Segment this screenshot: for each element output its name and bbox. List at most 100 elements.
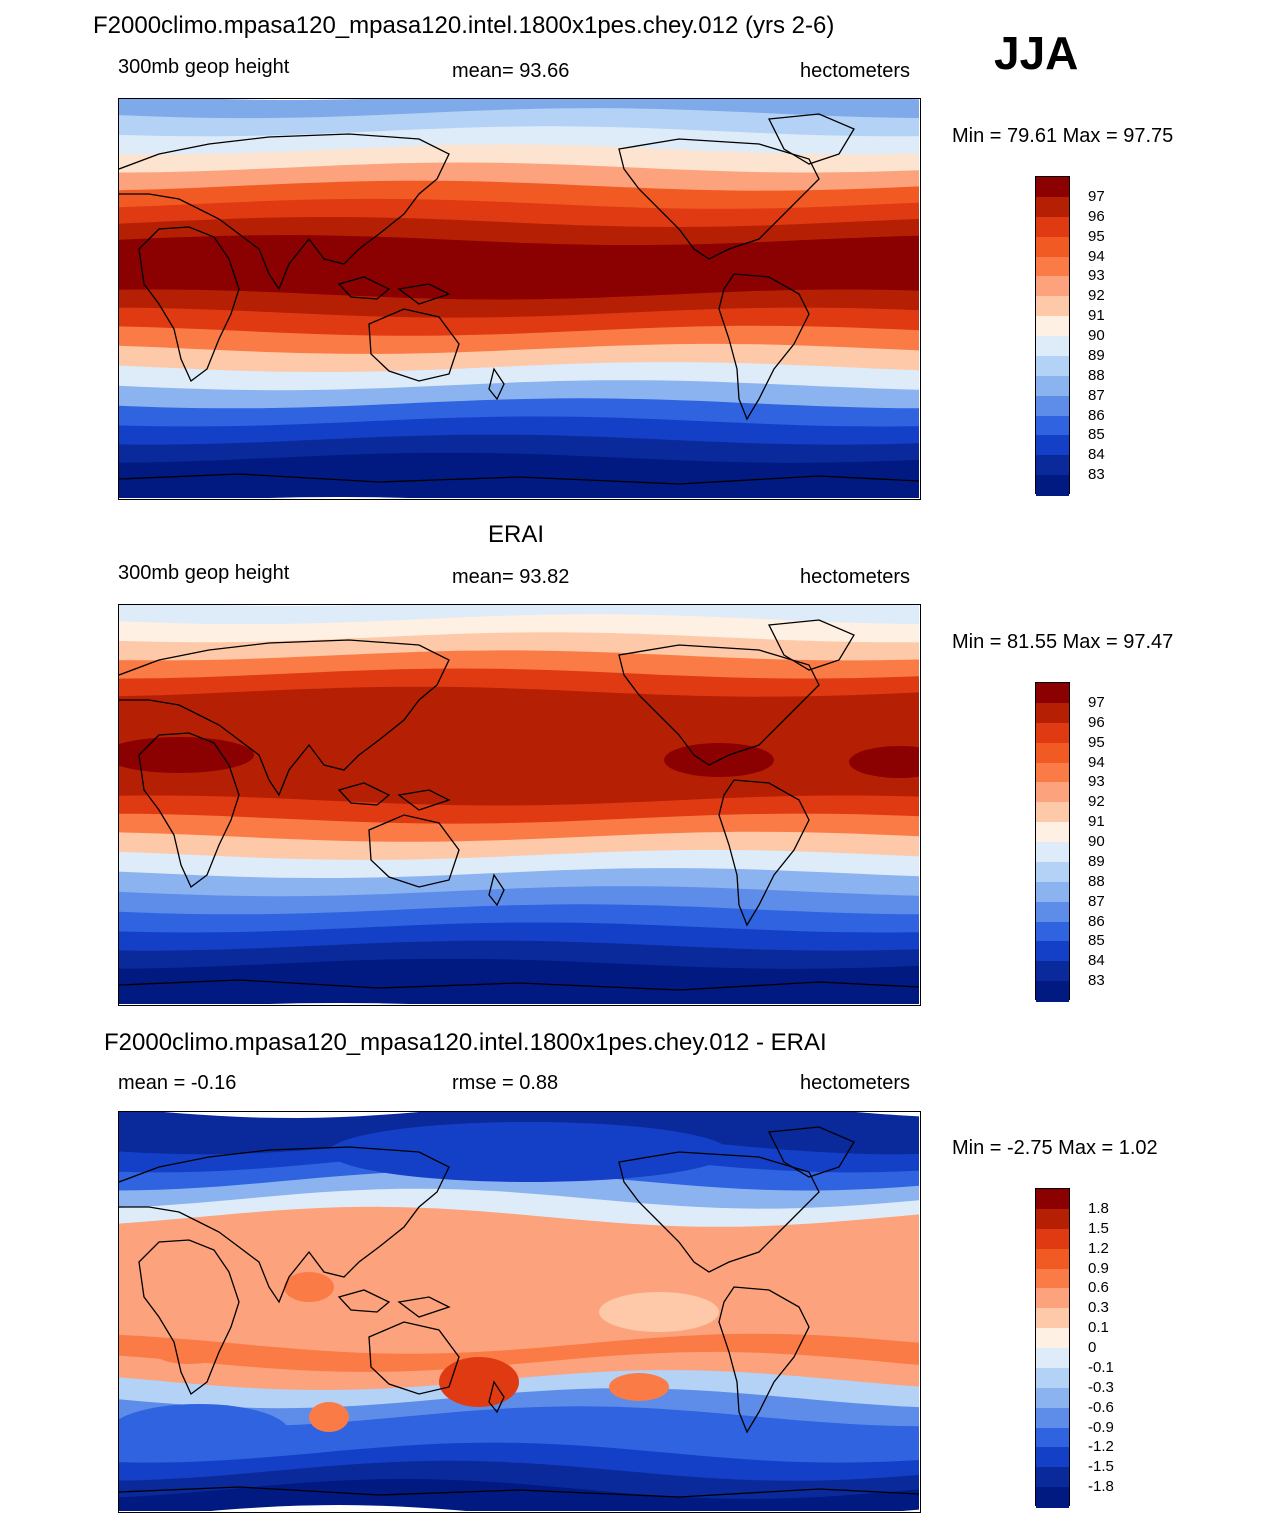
coastline <box>138 1239 240 1396</box>
colorbar-swatch <box>1036 961 1069 982</box>
colorbar-swatch <box>1036 702 1069 724</box>
coastline <box>337 276 391 300</box>
colorbar-tick-label: 83 <box>1088 972 1105 990</box>
colorbar-swatch <box>1036 216 1069 238</box>
coastline <box>618 644 820 766</box>
colorbar-tick-label: -1.8 <box>1088 1478 1114 1496</box>
contour-feature <box>119 1404 289 1460</box>
coastline <box>767 113 855 165</box>
colorbar-swatch <box>1036 683 1069 704</box>
mean-label: mean= 93.82 <box>452 566 570 588</box>
coastline <box>119 979 919 991</box>
panel-title: F2000climo.mpasa120_mpasa120.intel.1800x… <box>93 12 835 39</box>
season-label: JJA <box>994 27 1079 79</box>
contour-feature <box>154 1340 224 1364</box>
coastline <box>618 1151 820 1273</box>
contour-band <box>119 1206 919 1253</box>
colorbar-swatch <box>1036 1189 1069 1210</box>
colorbar-swatch <box>1036 861 1069 883</box>
contour-band <box>119 1315 919 1362</box>
colorbar-swatch <box>1036 822 1069 843</box>
mean-label: mean= 93.66 <box>452 60 570 82</box>
coastline <box>337 1289 391 1313</box>
colorbar-tick-label: 87 <box>1088 892 1105 910</box>
colorbar-swatch <box>1036 881 1069 903</box>
colorbar-swatch <box>1036 1268 1069 1289</box>
contour-band <box>119 686 919 723</box>
contour-band <box>119 958 919 995</box>
colorbar-tick-label: 91 <box>1088 307 1105 325</box>
contour-band <box>119 1188 919 1235</box>
coastline <box>138 226 240 383</box>
coastline <box>718 779 810 927</box>
colorbar-swatch <box>1036 742 1069 763</box>
colorbar-tick-label: 85 <box>1088 426 1105 444</box>
units-label: hectometers <box>800 1072 911 1094</box>
contour-band <box>119 452 919 489</box>
colorbar-tick-label: 93 <box>1088 267 1105 285</box>
contour-feature <box>599 1292 719 1332</box>
contour-feature <box>119 737 254 773</box>
colorbar-tick-label: 90 <box>1088 327 1105 344</box>
colorbar-swatch <box>1036 802 1069 823</box>
colorbar-tick-label: 92 <box>1088 287 1105 305</box>
contour-band <box>119 470 919 498</box>
colorbar-tick-label: 96 <box>1088 207 1105 225</box>
contour-feature <box>309 1402 349 1432</box>
colorbar-tick-label: 89 <box>1088 346 1105 364</box>
colorbar-swatch <box>1036 1387 1069 1409</box>
coastline <box>488 1380 505 1414</box>
coastline <box>718 1286 810 1434</box>
colorbar-swatch <box>1036 475 1069 496</box>
colorbar-tick-label: 93 <box>1088 773 1105 791</box>
colorbar-tick-label: 0.6 <box>1088 1279 1109 1297</box>
colorbar-swatch <box>1036 941 1069 962</box>
coastline <box>119 1486 919 1498</box>
coastline <box>368 308 460 382</box>
map-plot <box>118 98 921 500</box>
colorbar-tick-label: 86 <box>1088 406 1105 424</box>
coastline <box>618 138 820 260</box>
colorbar-swatch <box>1036 1487 1069 1508</box>
colorbar-tick-label: 95 <box>1088 733 1105 751</box>
colorbar-swatch <box>1036 1288 1069 1309</box>
contour-feature <box>329 1122 729 1182</box>
contour-band <box>119 180 919 217</box>
colorbar-swatch <box>1036 1367 1069 1389</box>
colorbar-tick-label: 94 <box>1088 753 1105 771</box>
colorbar-tick-label: -0.1 <box>1088 1358 1114 1376</box>
colorbar-tick-label: 1.5 <box>1088 1219 1109 1237</box>
colorbar-swatch <box>1036 1427 1069 1448</box>
colorbar-swatch <box>1036 355 1069 377</box>
colorbar-swatch <box>1036 1208 1069 1230</box>
colorbar-tick-label: 89 <box>1088 852 1105 870</box>
coastline <box>488 873 505 907</box>
colorbar-tick-label: 0 <box>1088 1339 1097 1356</box>
colorbar-tick-label: 95 <box>1088 227 1105 245</box>
contour-band <box>119 831 919 868</box>
colorbar-swatch <box>1036 722 1069 744</box>
colorbar-swatch <box>1036 901 1069 922</box>
colorbar-tick-label: 88 <box>1088 366 1105 384</box>
contour-feature <box>284 1272 334 1302</box>
colorbar-tick-label: -1.5 <box>1088 1458 1114 1476</box>
colorbar-tick-label: -0.9 <box>1088 1418 1114 1436</box>
colorbar-swatch <box>1036 375 1069 397</box>
colorbar-swatch <box>1036 395 1069 416</box>
panel-title: ERAI <box>488 521 545 548</box>
contour-band <box>119 1478 919 1511</box>
colorbar-swatch <box>1036 1348 1069 1369</box>
colorbar-tick-label: 97 <box>1088 693 1105 711</box>
coastline <box>368 814 460 888</box>
colorbar-swatch <box>1036 1248 1069 1269</box>
coastline <box>718 273 810 421</box>
panel-title: F2000climo.mpasa120_mpasa120.intel.1800x… <box>104 1029 827 1056</box>
colorbar-tick-label: 1.2 <box>1088 1239 1109 1257</box>
colorbar-tick-label: -1.2 <box>1088 1438 1114 1456</box>
colorbar-swatch <box>1036 236 1069 257</box>
contour-band <box>119 1225 919 1272</box>
colorbar-swatch <box>1036 981 1069 1002</box>
contour-band <box>119 325 919 362</box>
colorbar-tick-label: 91 <box>1088 813 1105 831</box>
colorbar-tick-label: 84 <box>1088 952 1105 970</box>
